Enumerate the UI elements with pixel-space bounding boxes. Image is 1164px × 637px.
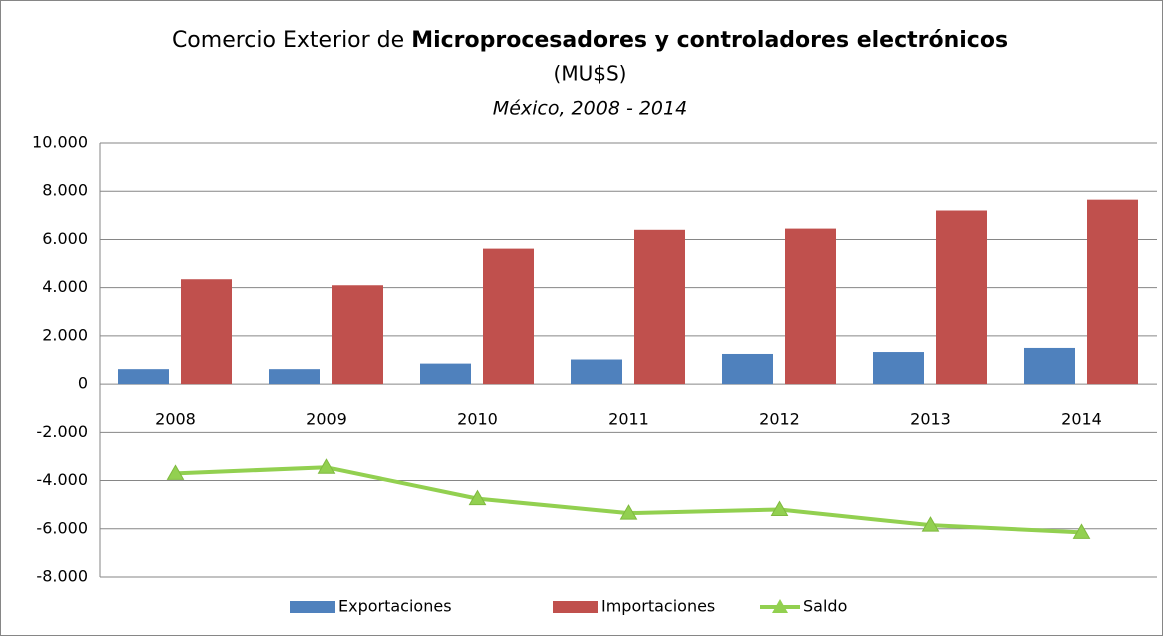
bar [1024, 347, 1075, 385]
x-tick-label: 2013 [910, 410, 951, 429]
bar [936, 210, 987, 385]
y-tick-label: -4.000 [36, 470, 88, 489]
y-tick-label: -6.000 [36, 518, 88, 537]
legend-label: Saldo [803, 597, 847, 616]
chart-title: Comercio Exterior de Microprocesadores y… [172, 28, 1008, 53]
bar [634, 229, 685, 385]
bar [722, 353, 773, 385]
y-tick-label: -2.000 [36, 422, 88, 441]
y-tick-label: -8.000 [36, 567, 88, 586]
unit: (MU$S) [554, 62, 627, 86]
y-tick-label: 8.000 [42, 181, 88, 200]
bar [483, 248, 534, 385]
marker [770, 500, 789, 516]
marker [166, 464, 185, 480]
marker [1072, 523, 1091, 539]
y-tick-label: 6.000 [42, 229, 88, 248]
title-part: Comercio Exterior de [172, 28, 411, 53]
y-tick-label: 0 [78, 374, 88, 393]
bar [420, 363, 471, 385]
bar [1087, 199, 1138, 385]
marker [317, 458, 336, 474]
legend-marker [772, 599, 788, 613]
bar [118, 369, 169, 385]
bar [181, 279, 232, 385]
legend-swatch [553, 601, 598, 613]
bar [571, 359, 622, 385]
legend-swatch [290, 601, 335, 613]
x-tick-label: 2009 [306, 410, 347, 429]
title-bold: Microprocesadores y controladores electr… [411, 28, 1008, 53]
y-tick-label: 4.000 [42, 277, 88, 296]
subtitle: México, 2008 - 2014 [493, 98, 687, 120]
marker [619, 504, 638, 520]
bar [785, 228, 836, 385]
bar [332, 285, 383, 385]
x-tick-label: 2012 [759, 410, 800, 429]
bar [269, 369, 320, 385]
marker [921, 516, 940, 532]
x-tick-label: 2011 [608, 410, 649, 429]
x-tick-label: 2014 [1061, 410, 1102, 429]
marker [468, 489, 487, 506]
legend-label: Exportaciones [338, 597, 452, 616]
legend-label: Importaciones [601, 597, 715, 616]
y-tick-label: 2.000 [42, 325, 88, 344]
x-tick-label: 2010 [457, 410, 498, 429]
x-tick-label: 2008 [155, 410, 196, 429]
bar [873, 352, 924, 385]
y-tick-label: 10.000 [32, 133, 88, 152]
